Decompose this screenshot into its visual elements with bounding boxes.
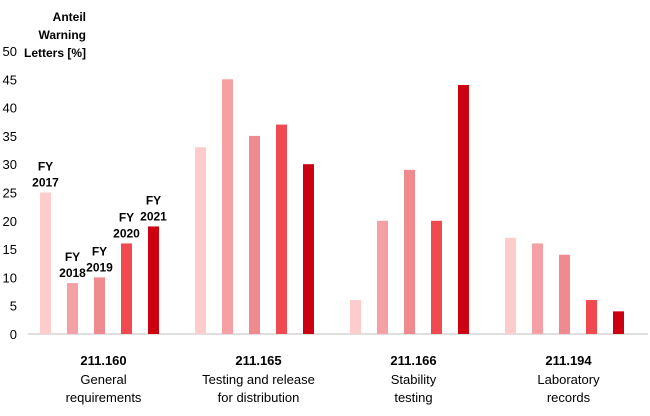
series-label: 2018 bbox=[59, 266, 86, 280]
category-desc-label: General bbox=[80, 372, 126, 387]
series-label: 2020 bbox=[113, 226, 140, 240]
bar bbox=[67, 283, 78, 334]
y-tick-label: 35 bbox=[3, 129, 17, 144]
category-desc-label: requirements bbox=[66, 390, 142, 405]
series-label: 2019 bbox=[86, 260, 113, 274]
y-tick-label: 0 bbox=[10, 327, 17, 342]
y-axis-title-line-1: Anteil Warning bbox=[38, 10, 86, 42]
series-label: 2021 bbox=[140, 209, 167, 223]
bar bbox=[404, 169, 415, 334]
bar bbox=[303, 164, 314, 334]
bar bbox=[559, 254, 570, 334]
series-label: FY bbox=[119, 210, 134, 224]
category-code-label: 211.165 bbox=[235, 353, 281, 368]
bar bbox=[505, 237, 516, 334]
category-code-label: 211.166 bbox=[390, 353, 436, 368]
category-desc-label: Testing and release bbox=[202, 372, 315, 387]
category-desc-label: for distribution bbox=[218, 390, 300, 405]
y-tick-label: 40 bbox=[3, 101, 17, 116]
y-tick-label: 15 bbox=[3, 242, 17, 257]
bar bbox=[195, 147, 206, 334]
y-tick-label: 20 bbox=[3, 214, 17, 229]
category-code-label: 211.160 bbox=[80, 353, 126, 368]
bar bbox=[148, 226, 159, 334]
bar bbox=[431, 220, 442, 334]
bar bbox=[94, 277, 105, 334]
y-tick-label: 25 bbox=[3, 186, 17, 201]
bar bbox=[121, 243, 132, 334]
bar bbox=[613, 311, 624, 334]
bar bbox=[377, 220, 388, 334]
bar bbox=[249, 135, 260, 334]
series-label: FY bbox=[92, 244, 107, 258]
y-axis-title: Anteil Warning Letters [%] bbox=[6, 8, 86, 62]
y-tick-label: 10 bbox=[3, 270, 17, 285]
bar bbox=[222, 79, 233, 334]
y-tick-label: 45 bbox=[3, 72, 17, 87]
category-desc-label: testing bbox=[394, 390, 432, 405]
series-label: FY bbox=[38, 160, 53, 174]
category-desc-label: records bbox=[547, 390, 591, 405]
bar bbox=[40, 192, 51, 334]
bar bbox=[532, 243, 543, 334]
bar bbox=[458, 84, 469, 335]
bar bbox=[276, 124, 287, 334]
category-desc-label: Laboratory bbox=[537, 372, 600, 387]
bar bbox=[586, 300, 597, 334]
series-label: FY bbox=[146, 193, 161, 207]
y-axis-title-line-2: Letters [%] bbox=[23, 46, 86, 60]
category-code-label: 211.194 bbox=[545, 353, 592, 368]
series-label: 2017 bbox=[32, 176, 59, 190]
series-label: FY bbox=[65, 250, 80, 264]
y-tick-label: 5 bbox=[10, 299, 17, 314]
category-desc-label: Stability bbox=[391, 372, 437, 387]
y-tick-label: 50 bbox=[3, 44, 17, 59]
y-tick-label: 30 bbox=[3, 157, 17, 172]
bar bbox=[350, 300, 361, 334]
